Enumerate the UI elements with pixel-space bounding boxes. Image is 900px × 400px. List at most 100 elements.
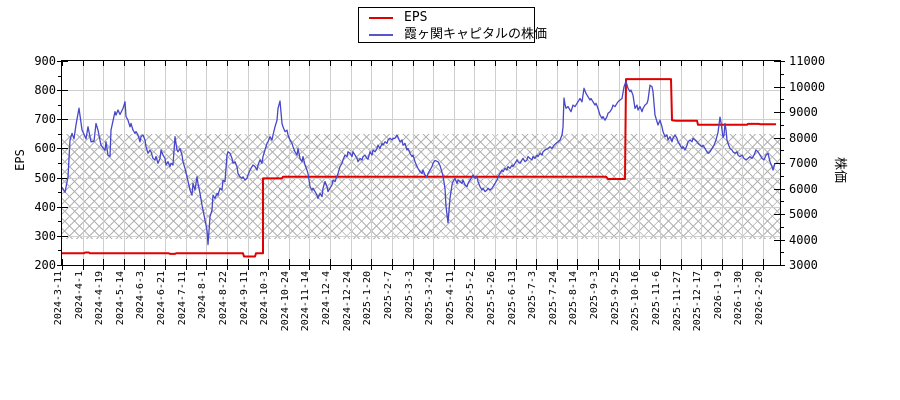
x-tick (701, 266, 703, 270)
y-tick-left (62, 119, 68, 121)
gridline-vertical (721, 61, 723, 265)
x-tick (309, 61, 311, 66)
x-tick (165, 61, 167, 66)
gridline-vertical (247, 61, 249, 265)
y-minor-tick-left (58, 104, 61, 106)
gridline-horizontal (62, 90, 780, 92)
x-tick (618, 61, 620, 66)
x-tick-label: 2025-5-2 (465, 271, 477, 320)
y-minor-tick-right (781, 73, 784, 75)
x-tick-label: 2024-4-19 (94, 271, 106, 326)
right-tick-label: 4000 (789, 232, 818, 247)
x-tick (247, 266, 249, 270)
x-tick (247, 61, 249, 66)
x-tick-label: 2025-6-13 (506, 271, 518, 326)
left-tick-label: 700 (34, 112, 56, 127)
x-tick (598, 61, 600, 66)
x-tick (309, 259, 311, 265)
gridline-horizontal (62, 206, 780, 208)
x-tick (494, 266, 496, 270)
x-tick (330, 259, 332, 265)
x-tick-label: 2024-10-24 (279, 271, 291, 332)
x-tick-label: 2025-9-25 (609, 271, 621, 326)
x-tick-label: 2024-3-11 (53, 271, 64, 326)
x-tick (618, 259, 620, 265)
x-tick-label: 2024-4-1 (73, 271, 85, 320)
x-tick (577, 61, 579, 66)
x-tick (742, 61, 744, 66)
x-tick (598, 266, 600, 270)
x-tick (474, 266, 476, 270)
x-tick (62, 266, 63, 270)
y-tick-left (57, 177, 61, 179)
right-tick-label: 9000 (789, 105, 818, 119)
x-tick (412, 266, 414, 270)
gridline-horizontal (62, 119, 780, 121)
x-tick (391, 266, 393, 270)
y-tick-left (62, 235, 68, 237)
gridline-vertical (659, 61, 661, 265)
x-tick (82, 61, 84, 66)
gridline-vertical (185, 61, 187, 265)
x-tick (185, 259, 187, 265)
y-tick-right (774, 265, 780, 266)
x-tick (598, 259, 600, 265)
x-tick (639, 259, 641, 265)
x-tick (659, 259, 661, 265)
x-tick (453, 61, 455, 66)
x-tick-label: 2024-6-3 (135, 271, 147, 320)
right-tick-label: 11000 (789, 54, 826, 68)
x-tick (433, 61, 435, 66)
x-tick-label: 2025-10-16 (630, 271, 642, 332)
x-tick-label: 2025-7-24 (547, 271, 559, 326)
x-tick (701, 61, 703, 66)
x-tick-label: 2025-3-24 (424, 271, 436, 326)
legend-label-eps: EPS (404, 10, 428, 25)
x-tick (371, 266, 373, 270)
gridline-vertical (412, 61, 414, 265)
y-minor-tick-right (781, 201, 784, 203)
x-tick-label: 2024-12-4 (321, 271, 333, 326)
x-tick (536, 266, 538, 270)
left-tick-label: 500 (34, 170, 56, 185)
y-tick-left (62, 148, 68, 150)
x-tick (123, 61, 125, 66)
y-tick-right (781, 61, 785, 62)
x-tick (659, 266, 661, 270)
gridline-horizontal (62, 235, 780, 237)
y-tick-right (774, 137, 780, 139)
x-tick (350, 266, 352, 270)
x-tick (618, 266, 620, 270)
eps-line-sample (369, 16, 393, 19)
x-tick (288, 61, 290, 66)
x-tick-label: 2024-9-11 (238, 271, 250, 326)
gridline-vertical (350, 61, 352, 265)
x-tick (515, 266, 517, 270)
y-tick-left (62, 61, 68, 62)
y-tick-left (62, 265, 68, 266)
x-tick (391, 259, 393, 265)
right-tick-label: 5000 (789, 207, 818, 221)
y-minor-tick-left (58, 163, 61, 164)
series-plot (62, 78, 776, 258)
x-tick (123, 266, 125, 270)
y-tick-right (781, 137, 785, 139)
x-tick (268, 266, 270, 270)
x-tick-label: 2024-11-14 (300, 271, 312, 332)
x-tick-label: 2024-6-21 (156, 271, 168, 326)
x-tick-label: 2024-8-22 (217, 271, 229, 326)
x-tick (680, 266, 682, 270)
x-tick (185, 266, 187, 270)
x-tick (330, 61, 332, 66)
x-tick (742, 266, 744, 270)
x-tick (556, 266, 558, 270)
x-tick-label: 2025-11-27 (671, 271, 683, 332)
left-tick-label: 400 (34, 199, 56, 214)
x-tick-label: 2025-8-14 (568, 271, 580, 326)
x-tick (226, 61, 228, 66)
x-tick (82, 266, 84, 270)
x-tick-label: 2025-11-6 (650, 271, 662, 326)
x-tick (412, 259, 414, 265)
legend: EPS 霞ヶ関キャピタルの株価 (358, 7, 547, 43)
x-tick (721, 266, 723, 270)
